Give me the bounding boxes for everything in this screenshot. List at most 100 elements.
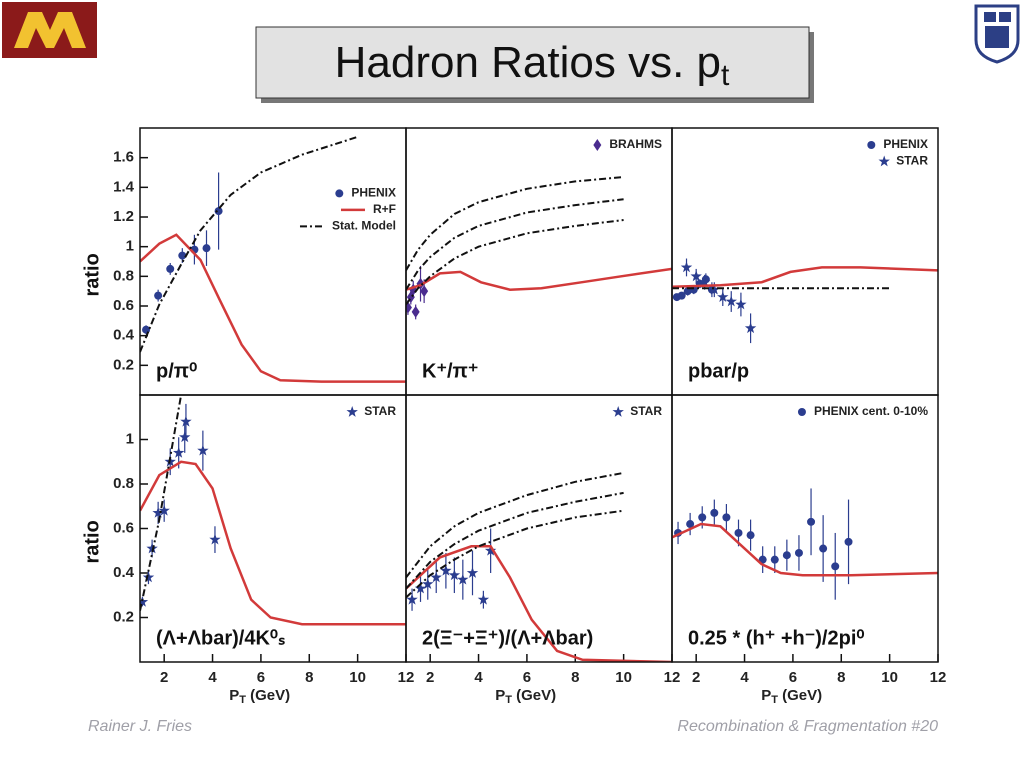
curve [140,233,406,383]
data-point [457,573,469,585]
panel-frame [405,394,673,663]
curve [140,460,406,626]
x-tick-label: 6 [789,669,797,686]
y-tick-label: 1 [126,430,134,447]
panel-frame [139,127,407,396]
y-axis-label: ratio [81,520,103,563]
x-tick-label: 12 [930,669,947,686]
y-axis-label: ratio [81,253,103,296]
x-label-sub: T [239,694,246,706]
x-tick-label: 10 [881,669,898,686]
model-curve [406,509,624,599]
x-tick-label: 8 [305,669,313,686]
x-label-main: P [495,687,505,704]
data-point [202,244,211,253]
data-point [420,285,429,298]
data-point [794,548,803,557]
data-point [807,517,816,526]
legend-swatch [878,155,890,167]
data-point [686,520,695,529]
y-tick-label: 0.2 [113,608,134,625]
chart-grid: 0.2 0.4 0.6 0.8 1 1.2 1.4 1.6 PHENIX R+F Stat. Mod… [81,127,947,706]
data-point [197,444,209,456]
panel: BRAHMS K⁺/π⁺ [405,127,673,396]
data-point [819,544,828,553]
x-label-rest: (GeV) [246,687,290,704]
curve [672,522,938,577]
data-point [710,508,719,517]
data-point [690,270,702,282]
data-point [708,283,720,295]
legend-label: STAR [896,154,928,168]
y-tick-label: 1.2 [113,208,134,225]
footer-slide: Recombination & Fragmentation #20 [677,718,938,735]
plot-area [406,176,672,320]
data-point [831,562,840,571]
data-point [154,291,163,300]
data-point [698,513,707,522]
x-tick-label: 6 [257,669,265,686]
title-main: Hadron Ratios vs. p [335,38,721,87]
legend-label: STAR [630,404,662,418]
x-label-main: P [229,687,239,704]
plot-area [140,135,406,383]
x-tick-label: 4 [740,669,749,686]
data-point [406,301,412,314]
x-label-rest: (GeV) [512,687,556,704]
panel-frame [671,394,939,663]
y-tick-label: 0.4 [113,564,135,581]
x-axis-label: PT (GeV) [495,687,556,706]
model-curve [406,471,624,579]
data-point [735,298,747,310]
data-point [178,251,187,260]
x-label-rest: (GeV) [778,687,822,704]
x-label-sub: T [771,694,778,706]
panel-label: 0.25 * (h⁺ +h⁻)/2pi⁰ [688,627,864,649]
x-tick-label: 12 [664,669,681,686]
panel-frame [671,127,939,396]
right-logo [974,4,1020,64]
y-tick-label: 1.6 [113,149,134,166]
data-point [209,533,221,545]
x-tick-label: 8 [837,669,845,686]
x-label-main: P [761,687,771,704]
data-point [744,322,757,334]
plot-area [672,258,938,344]
model-curve [140,395,183,612]
data-point [448,569,461,581]
title-subscript: t [721,59,730,92]
legend-swatch [797,408,806,416]
y-tick-label: 1 [126,238,134,255]
data-point [214,207,223,216]
data-point [782,551,791,560]
legend-swatch [593,139,602,151]
data-point [722,513,731,522]
curve [672,266,938,288]
data-point [422,578,434,589]
panel-label: p/π⁰ [156,360,197,382]
plot-area [672,488,938,600]
y-tick-label: 0.4 [113,327,135,344]
x-tick-label: 10 [349,669,366,686]
data-point [158,504,170,516]
data-point [734,528,743,537]
plot-area [140,395,406,626]
curve [406,545,672,662]
data-point [484,544,497,556]
data-point [180,415,192,427]
data-point [717,291,729,302]
x-tick-label: 8 [571,669,579,686]
legend-swatch [335,189,344,198]
panel-frame [405,127,673,396]
legend-swatch [867,141,876,149]
slide-title: Hadron Ratios vs. pt [335,38,730,92]
data-point [146,542,158,554]
left-logo [2,2,97,58]
x-tick-label: 4 [474,669,483,686]
title-box [255,26,810,99]
legend-label: PHENIX [883,137,928,151]
x-label-sub: T [505,694,512,706]
model-curve [406,198,624,291]
x-tick-label: 10 [615,669,632,686]
y-tick-label: 0.2 [113,356,134,373]
